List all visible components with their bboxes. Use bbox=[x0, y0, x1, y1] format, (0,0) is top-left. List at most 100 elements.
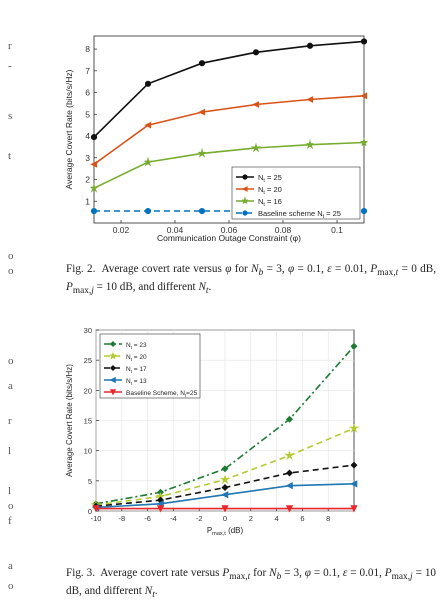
margin-fragment: o bbox=[8, 355, 14, 367]
data-point bbox=[109, 364, 117, 372]
series-group bbox=[90, 136, 368, 193]
y-tick-label: 6 bbox=[85, 88, 90, 98]
data-point bbox=[144, 156, 152, 167]
data-point bbox=[306, 42, 314, 49]
y-tick-label: 8 bbox=[85, 44, 90, 54]
legend-label: Nt = 20 bbox=[126, 354, 147, 362]
data-point bbox=[90, 160, 98, 168]
y-tick-label: 20 bbox=[84, 386, 92, 395]
data-point bbox=[306, 96, 314, 103]
legend-label: Nt = 25 bbox=[258, 173, 282, 184]
y-axis-label: Average Covert Rate (bits/s/Hz) bbox=[65, 364, 74, 477]
data-point bbox=[242, 210, 248, 216]
series-group bbox=[90, 92, 368, 168]
data-point bbox=[109, 352, 117, 360]
legend-box bbox=[231, 166, 361, 220]
legend-label: Baseline Scheme, Nt=25 bbox=[126, 390, 198, 398]
data-point bbox=[350, 480, 358, 488]
margin-fragment: s bbox=[8, 110, 13, 122]
x-tick-label: 8 bbox=[326, 514, 330, 523]
data-point bbox=[92, 505, 100, 513]
figure-2-caption: Fig. 2. Average covert rate versus φ for… bbox=[66, 263, 437, 297]
y-tick-label: 3 bbox=[85, 153, 90, 163]
data-point bbox=[198, 108, 206, 116]
data-point bbox=[242, 174, 248, 180]
y-tick-label: 25 bbox=[84, 356, 92, 365]
x-axis-label: Communication Outage Constraint (φ) bbox=[157, 233, 301, 243]
y-tick-label: 4 bbox=[85, 131, 90, 141]
y-tick-label: 10 bbox=[84, 447, 92, 456]
data-point bbox=[252, 101, 260, 108]
figure-2-chart: 0.02 0.04 0.06 0.08 0.1 1 2 3 4 5 6 7 8 Communication… bbox=[60, 30, 370, 245]
y-tick-label: 2 bbox=[85, 175, 90, 185]
x-tick-label: -8 bbox=[118, 514, 125, 523]
series-group bbox=[90, 424, 360, 510]
chart-svg: 0.02 0.04 0.06 0.08 0.1 1 2 3 4 5 6 7 8 Communication… bbox=[64, 35, 368, 243]
margin-fragment: l bbox=[8, 445, 12, 457]
series-group bbox=[92, 342, 358, 508]
x-tick-label: 2 bbox=[249, 514, 253, 523]
y-tick-label: 5 bbox=[85, 109, 90, 119]
y-tick-label: 30 bbox=[84, 326, 92, 335]
legend-label: Nt = 16 bbox=[258, 197, 282, 208]
figure-3-chart: -10 -8 -6 -4 -2 0 2 4 6 8 0 5 10 15 20 25 30 Pmax,t (dB) A… bbox=[60, 322, 360, 537]
x-tick-label: 0.04 bbox=[167, 225, 184, 235]
y-axis-label: Average Covert Rate (bits/s/Hz) bbox=[64, 69, 74, 189]
margin-fragment: l bbox=[8, 485, 12, 497]
data-point bbox=[241, 186, 248, 192]
figure-3-caption: Fig. 3. Average covert rate versus Pmax,… bbox=[66, 567, 437, 601]
margin-fragment: r bbox=[8, 415, 12, 427]
series-group bbox=[90, 38, 368, 141]
data-point bbox=[109, 376, 116, 384]
data-point bbox=[350, 461, 358, 469]
x-axis-label: Pmax,t (dB) bbox=[207, 526, 244, 537]
data-point bbox=[306, 139, 314, 150]
data-point bbox=[144, 121, 152, 129]
margin-fragment: a bbox=[8, 380, 13, 392]
data-point bbox=[350, 342, 358, 350]
x-tick-label: 4 bbox=[275, 514, 279, 523]
y-tick-label: 7 bbox=[85, 66, 90, 76]
margin-fragment: o bbox=[8, 250, 14, 262]
data-point bbox=[198, 60, 206, 67]
data-point bbox=[156, 500, 164, 508]
data-point bbox=[221, 505, 229, 513]
series-group bbox=[92, 505, 358, 513]
data-point bbox=[221, 465, 229, 473]
y-tick-label: 5 bbox=[88, 477, 92, 486]
data-point bbox=[250, 142, 262, 153]
y-tick-label: 0 bbox=[88, 507, 92, 516]
margin-fragment: a bbox=[8, 560, 13, 572]
margin-fragment: t bbox=[8, 150, 12, 162]
data-point bbox=[198, 207, 206, 215]
data-point bbox=[285, 415, 294, 423]
data-point bbox=[285, 482, 293, 490]
data-point bbox=[360, 207, 368, 215]
data-point bbox=[109, 340, 117, 348]
data-point bbox=[360, 92, 368, 100]
x-tick-label: 0.08 bbox=[275, 225, 292, 235]
legend: Nt = 23 Nt = 20 Nt = 17 Nt = 13 Baseline Sch… bbox=[99, 333, 201, 399]
y-tick-label: 1 bbox=[85, 196, 90, 206]
data-point bbox=[90, 207, 98, 215]
x-tick-label: -2 bbox=[196, 514, 203, 523]
chart-svg: -10 -8 -6 -4 -2 0 2 4 6 8 0 5 10 15 20 25 30 Pmax,t (dB) A… bbox=[65, 326, 360, 537]
margin-fragment: o bbox=[8, 500, 14, 512]
margin-fragment: - bbox=[8, 60, 12, 72]
data-point bbox=[221, 491, 229, 499]
legend-label: Nt = 23 bbox=[126, 342, 147, 350]
data-point bbox=[90, 134, 98, 141]
data-point bbox=[90, 182, 98, 193]
data-point bbox=[360, 136, 368, 146]
data-point bbox=[219, 475, 231, 485]
series-line bbox=[93, 40, 365, 138]
margin-fragment: r bbox=[8, 40, 12, 52]
legend-label: Baseline scheme Nt = 25 bbox=[258, 209, 341, 220]
margin-fragment: f bbox=[8, 515, 12, 527]
data-point bbox=[360, 38, 368, 45]
data-point bbox=[198, 147, 206, 158]
x-tick-label: 0.1 bbox=[331, 225, 343, 235]
series-line bbox=[93, 95, 365, 165]
